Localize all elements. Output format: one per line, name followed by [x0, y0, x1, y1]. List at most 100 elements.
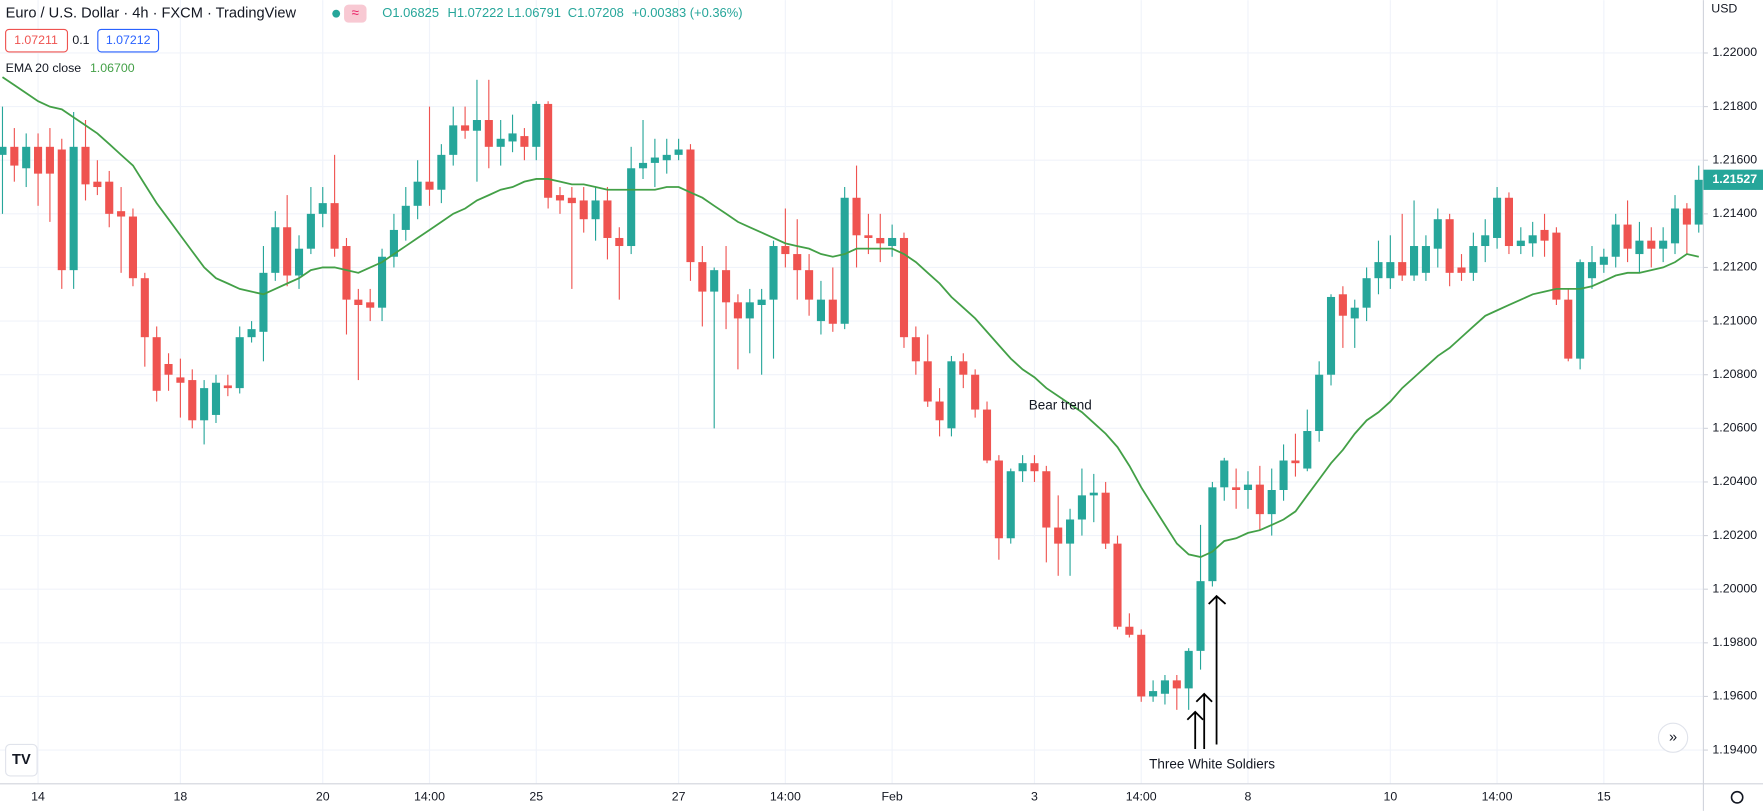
candle-body [1457, 267, 1466, 273]
candle-body [959, 361, 968, 375]
candle-body [1303, 431, 1312, 469]
candle-body [757, 299, 766, 306]
candle-body [1279, 460, 1288, 491]
y-tick-label: 1.19400 [1712, 742, 1757, 756]
candle-body [627, 168, 636, 247]
buy-price[interactable]: 1.07212 [106, 33, 151, 47]
sell-price[interactable]: 1.07211 [14, 33, 58, 47]
ohlc-close: C1.07208 [568, 5, 624, 20]
candle-body [164, 363, 173, 375]
y-tick-label: 1.21600 [1712, 152, 1757, 166]
candle-body [1552, 232, 1561, 300]
candle-body [176, 377, 185, 383]
candle-body [105, 181, 114, 214]
candle-body [638, 162, 648, 169]
candle-body [1694, 179, 1703, 225]
settings-icon[interactable] [1730, 790, 1744, 804]
badge-icon: ≈ [352, 5, 360, 20]
candle-body [1054, 527, 1063, 544]
y-tick-label: 1.20600 [1712, 421, 1757, 435]
x-tick-label: 27 [672, 790, 686, 804]
candle-body [1493, 197, 1502, 238]
candle-body [152, 337, 161, 391]
candle-body [710, 270, 719, 292]
chart-title: Euro / U.S. Dollar · 4h · FXCM · Trading… [6, 6, 297, 22]
arrow [1195, 692, 1213, 749]
candle-body [1386, 262, 1395, 279]
candle-body [1587, 262, 1597, 279]
scroll-icon[interactable]: » [1669, 730, 1677, 746]
candle-body [805, 270, 814, 300]
candle-body [1006, 471, 1015, 539]
candle-body [472, 120, 482, 131]
candle-body [579, 200, 588, 220]
candle-body [1647, 240, 1656, 249]
logo[interactable] [5, 743, 38, 777]
candle-body [1338, 294, 1347, 316]
candle-body [283, 227, 292, 276]
candle-body [1398, 262, 1407, 276]
candle-body [888, 237, 897, 247]
candle-body [1066, 519, 1075, 544]
candle-body [45, 146, 54, 174]
scroll-button[interactable] [1657, 722, 1689, 753]
candle-body [1101, 492, 1110, 544]
y-tick-label: 1.21800 [1712, 99, 1757, 113]
badge [344, 4, 367, 23]
candle-body [923, 361, 932, 402]
candle-body [1149, 691, 1158, 697]
last-price-label: 1.21527 [1712, 172, 1757, 186]
candle-body [1481, 235, 1490, 247]
candle-body [899, 237, 909, 338]
candle-body [294, 248, 304, 276]
candle-body [401, 205, 410, 230]
candle-body [128, 216, 138, 279]
y-tick-label: 1.19600 [1712, 689, 1757, 703]
sell-button[interactable] [5, 28, 69, 53]
candle-body [1232, 487, 1241, 491]
candle-body [1670, 208, 1680, 244]
candle-body [1113, 543, 1122, 627]
candle-body [306, 213, 315, 249]
candle-body [567, 197, 576, 204]
y-tick-label: 1.22000 [1712, 45, 1757, 59]
y-tick-label: 1.20200 [1712, 528, 1757, 542]
candle-body [876, 237, 885, 244]
candle-body [1220, 460, 1229, 488]
buy-button[interactable] [97, 28, 160, 53]
candle-body [342, 246, 351, 300]
candle-body [1089, 492, 1098, 496]
candle-body [555, 195, 565, 201]
candle-body [413, 181, 422, 206]
candle-body [1315, 374, 1324, 432]
y-tick-label: 1.21200 [1712, 260, 1757, 274]
candle-body [852, 197, 861, 236]
candle-body [1599, 256, 1608, 265]
candle-body [1659, 240, 1668, 249]
x-tick-label: 14 [31, 790, 45, 804]
candle-body [982, 409, 992, 461]
arrow [1186, 710, 1204, 749]
candle-body [223, 385, 232, 389]
candle-body [1137, 634, 1146, 697]
x-tick-label: 25 [529, 790, 543, 804]
candle-body [781, 246, 790, 255]
candle-body [1611, 224, 1620, 257]
candle-body [971, 374, 980, 410]
candle-body [1504, 197, 1513, 247]
currency-label: USD [1711, 1, 1737, 15]
x-tick-label: 14:00 [1482, 790, 1513, 804]
candle-body [117, 211, 126, 217]
last-price-tag [1703, 169, 1763, 190]
candle-body [1160, 680, 1169, 694]
candle-body [520, 136, 529, 147]
candle-body [840, 197, 849, 324]
x-tick-label: 3 [1031, 790, 1038, 804]
x-tick-label: 8 [1245, 790, 1252, 804]
candle-body [1421, 246, 1430, 273]
candle-body [1326, 296, 1336, 375]
candle-body [34, 146, 43, 174]
candle-body [1635, 240, 1644, 255]
logo-mark[interactable]: TV [12, 752, 31, 768]
candle-body [188, 380, 197, 421]
